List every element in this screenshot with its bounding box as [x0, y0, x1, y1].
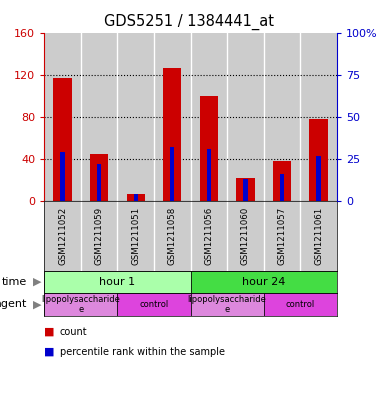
Text: lipopolysaccharide
e: lipopolysaccharide e [188, 295, 266, 314]
Bar [264, 293, 337, 316]
Bar [227, 33, 264, 201]
Text: percentile rank within the sample: percentile rank within the sample [60, 347, 225, 357]
Bar [280, 174, 284, 201]
Text: control: control [139, 300, 169, 309]
Bar [44, 33, 81, 201]
Bar [97, 164, 101, 201]
Bar [81, 33, 117, 201]
Text: GSM1211056: GSM1211056 [204, 207, 213, 265]
Bar [154, 33, 191, 201]
Bar [127, 194, 145, 201]
Bar [273, 161, 291, 201]
Bar [207, 149, 211, 201]
Text: GSM1211052: GSM1211052 [58, 207, 67, 265]
Text: ▶: ▶ [33, 277, 41, 287]
Text: ■: ■ [44, 347, 55, 357]
Bar [170, 147, 174, 201]
Bar [60, 152, 65, 201]
Text: GSM1211060: GSM1211060 [241, 207, 250, 265]
Bar [54, 79, 72, 201]
Bar [44, 293, 117, 316]
Bar [300, 201, 337, 271]
Bar [191, 293, 264, 316]
Text: hour 1: hour 1 [99, 277, 136, 287]
Bar [81, 201, 117, 271]
Text: GDS5251 / 1384441_at: GDS5251 / 1384441_at [104, 14, 274, 30]
Bar [264, 201, 300, 271]
Bar [117, 201, 154, 271]
Bar [117, 33, 154, 201]
Text: ▶: ▶ [33, 299, 41, 310]
Bar [154, 201, 191, 271]
Text: GSM1211059: GSM1211059 [95, 207, 104, 265]
Text: GSM1211057: GSM1211057 [278, 207, 286, 265]
Bar [117, 293, 191, 316]
Bar [243, 179, 248, 201]
Bar [236, 178, 254, 201]
Bar [264, 33, 300, 201]
Text: hour 24: hour 24 [242, 277, 285, 287]
Bar [227, 201, 264, 271]
Bar [191, 201, 227, 271]
Bar [300, 33, 337, 201]
Text: control: control [286, 300, 315, 309]
Bar [200, 96, 218, 201]
Bar [90, 154, 108, 201]
Bar [191, 33, 227, 201]
Bar [44, 201, 81, 271]
Text: ■: ■ [44, 327, 55, 337]
Bar [191, 271, 337, 293]
Text: GSM1211061: GSM1211061 [314, 207, 323, 265]
Text: lipopolysaccharide
e: lipopolysaccharide e [42, 295, 120, 314]
Bar [316, 156, 321, 201]
Bar [134, 195, 138, 201]
Text: agent: agent [0, 299, 27, 310]
Bar [310, 119, 328, 201]
Text: count: count [60, 327, 87, 337]
Text: GSM1211058: GSM1211058 [168, 207, 177, 265]
Bar [163, 68, 181, 201]
Bar [44, 271, 191, 293]
Text: GSM1211051: GSM1211051 [131, 207, 140, 265]
Text: time: time [2, 277, 27, 287]
